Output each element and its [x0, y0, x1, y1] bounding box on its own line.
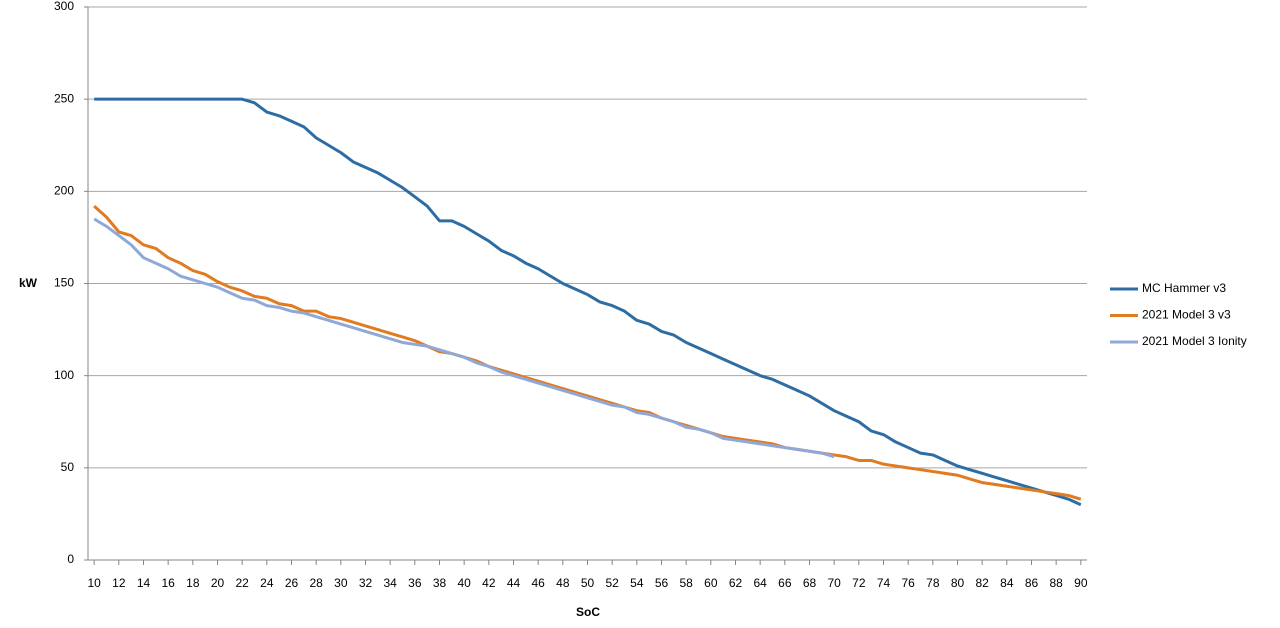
x-tick-label: 72 [852, 576, 866, 590]
legend-label: 2021 Model 3 Ionity [1142, 334, 1247, 348]
x-tick-label: 44 [507, 576, 521, 590]
x-tick-label: 82 [975, 576, 989, 590]
x-tick-label: 16 [161, 576, 175, 590]
x-tick-label: 78 [926, 576, 940, 590]
x-tick-label: 40 [457, 576, 471, 590]
x-tick-label: 10 [87, 576, 101, 590]
x-tick-label: 60 [704, 576, 718, 590]
x-tick-label: 76 [901, 576, 915, 590]
y-tick-label: 300 [54, 0, 74, 13]
y-axis-label: kW [19, 276, 38, 290]
x-tick-label: 32 [359, 576, 373, 590]
x-tick-label: 58 [679, 576, 693, 590]
x-tick-label: 68 [803, 576, 817, 590]
legend-label: MC Hammer v3 [1142, 281, 1226, 295]
x-tick-label: 42 [482, 576, 496, 590]
y-tick-label: 150 [54, 276, 74, 290]
x-tick-label: 56 [655, 576, 669, 590]
x-tick-label: 52 [605, 576, 619, 590]
x-tick-label: 24 [260, 576, 274, 590]
x-axis-label: SoC [576, 605, 600, 619]
x-tick-label: 48 [556, 576, 570, 590]
x-tick-label: 36 [408, 576, 422, 590]
x-tick-label: 30 [334, 576, 348, 590]
x-tick-label: 66 [778, 576, 792, 590]
x-tick-label: 20 [211, 576, 225, 590]
x-tick-label: 22 [235, 576, 249, 590]
x-tick-label: 70 [827, 576, 841, 590]
x-tick-label: 74 [877, 576, 891, 590]
y-tick-label: 0 [67, 552, 74, 566]
x-tick-label: 64 [753, 576, 767, 590]
y-tick-label: 50 [61, 460, 75, 474]
x-tick-label: 34 [383, 576, 397, 590]
x-tick-label: 84 [1000, 576, 1014, 590]
y-tick-label: 250 [54, 91, 74, 105]
x-tick-label: 90 [1074, 576, 1088, 590]
x-tick-label: 28 [309, 576, 323, 590]
x-tick-label: 86 [1025, 576, 1039, 590]
x-tick-label: 38 [433, 576, 447, 590]
series-line [94, 97, 1082, 507]
x-tick-label: 54 [630, 576, 644, 590]
x-tick-label: 12 [112, 576, 126, 590]
x-tick-label: 62 [729, 576, 743, 590]
series-line [93, 217, 835, 459]
y-tick-label: 100 [54, 368, 74, 382]
x-tick-label: 18 [186, 576, 200, 590]
y-tick-label: 200 [54, 184, 74, 198]
x-tick-label: 46 [531, 576, 545, 590]
x-tick-label: 88 [1049, 576, 1063, 590]
x-tick-label: 80 [951, 576, 965, 590]
series-line [93, 204, 1082, 501]
legend-label: 2021 Model 3 v3 [1142, 308, 1231, 322]
x-tick-label: 14 [137, 576, 151, 590]
x-tick-label: 50 [581, 576, 595, 590]
x-tick-label: 26 [285, 576, 299, 590]
